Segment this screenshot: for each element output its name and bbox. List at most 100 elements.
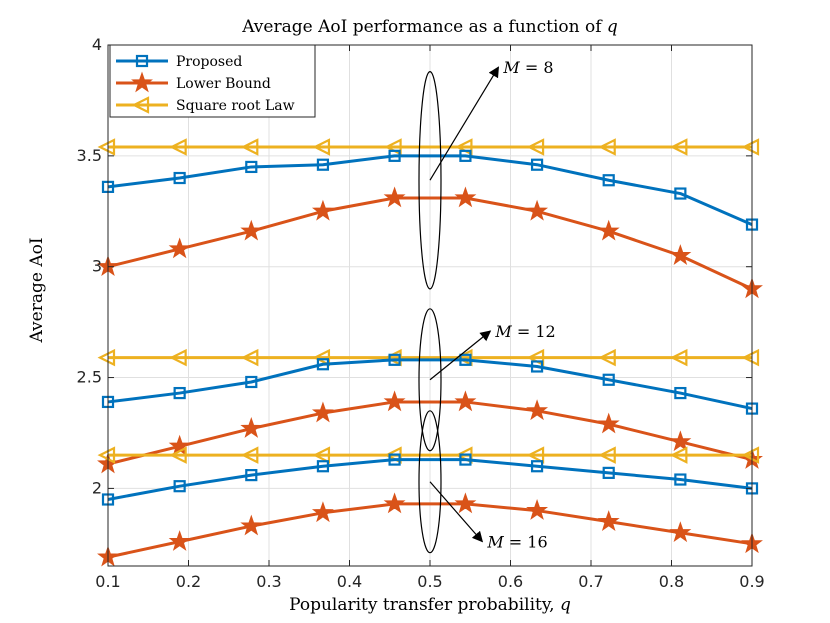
data-point	[173, 480, 186, 493]
y-tick-label: 3	[92, 257, 102, 276]
legend-entry: Square root Law	[116, 96, 295, 114]
data-point	[245, 160, 258, 174]
data-point	[97, 348, 116, 367]
data-point	[669, 138, 688, 156]
annotation-m12: M = 12	[418, 308, 556, 452]
annotation-label: M = 8	[502, 58, 553, 77]
data-point	[97, 138, 116, 156]
data-point	[245, 469, 258, 482]
data-point	[383, 492, 406, 514]
data-point	[311, 501, 334, 523]
data-point	[245, 375, 258, 389]
annotation-m8: M = 8	[418, 58, 554, 290]
annotations: M = 8M = 12M = 16	[418, 58, 556, 554]
chart-title-variable: q	[607, 17, 618, 37]
x-tick-label: 0.9	[739, 572, 764, 591]
series-line	[107, 154, 753, 226]
legend-marker	[131, 71, 153, 93]
data-point	[312, 348, 331, 367]
data-point	[459, 149, 472, 162]
series-line	[107, 196, 753, 291]
series-line	[107, 358, 753, 411]
data-point	[598, 348, 616, 367]
data-point	[316, 158, 330, 171]
x-axis-label-variable: q	[560, 595, 571, 615]
x-tick-label: 0.8	[659, 572, 684, 591]
data-point	[168, 530, 191, 551]
series-square-root-law-M8	[97, 138, 760, 156]
data-point	[597, 219, 620, 241]
axis-ticks: 0.1 0.2 0.3 0.4 0.5 0.6 0.7 0.8 0.9 2 2.5 3 3.5 4	[77, 35, 765, 591]
data-point	[597, 510, 620, 531]
data-point	[669, 446, 688, 464]
data-point	[669, 521, 692, 543]
x-tick-label: 0.2	[176, 572, 201, 591]
data-point	[312, 138, 331, 156]
data-point	[598, 138, 616, 156]
annotation-value: 12	[535, 322, 555, 341]
data-point	[168, 237, 191, 259]
data-point	[169, 348, 187, 367]
data-point	[669, 348, 688, 367]
legend-label: Proposed	[176, 54, 242, 70]
data-point	[169, 138, 187, 156]
data-point	[741, 138, 760, 156]
data-point	[97, 446, 116, 464]
annotation-value: 16	[527, 533, 547, 552]
data-point	[240, 219, 263, 241]
x-tick-label: 0.4	[337, 572, 362, 591]
data-point	[454, 492, 477, 514]
legend: Proposed Lower Bound Square root Law	[109, 44, 316, 118]
x-tick-label: 0.6	[498, 572, 523, 591]
data-point	[526, 446, 545, 464]
data-point	[674, 386, 687, 400]
annotation-prefix: M =	[502, 58, 543, 77]
legend-marker	[131, 96, 150, 114]
data-point	[383, 186, 406, 208]
data-point	[669, 430, 692, 452]
x-axis-label: Popularity transfer probability, q	[289, 595, 571, 615]
data-point	[169, 446, 187, 464]
data-point	[526, 138, 545, 156]
data-point	[669, 244, 692, 265]
x-tick-label: 0.3	[256, 572, 281, 591]
data-point	[316, 358, 330, 371]
series-line	[107, 458, 753, 501]
y-tick-label: 2.5	[77, 368, 102, 387]
data-point	[741, 348, 760, 367]
data-point	[741, 446, 760, 464]
data-point	[598, 446, 616, 464]
annotation-prefix: M =	[486, 533, 527, 552]
data-point	[459, 353, 472, 366]
annotation-ellipse	[418, 308, 442, 452]
data-point	[240, 446, 259, 464]
x-axis-label-text: Popularity transfer probability,	[289, 595, 560, 615]
data-point	[316, 460, 330, 473]
annotation-label: M = 16	[486, 533, 547, 552]
data-point	[383, 390, 406, 412]
series-line	[107, 502, 753, 559]
x-tick-label: 0.5	[417, 572, 442, 591]
data-point	[530, 460, 544, 473]
data-point	[240, 514, 263, 536]
annotation-label: M = 12	[494, 322, 555, 341]
annotation-ellipse	[418, 71, 442, 290]
data-point	[388, 453, 401, 466]
data-point	[530, 158, 544, 171]
annotation-m16: M = 16	[418, 410, 548, 554]
data-point	[674, 187, 687, 200]
data-point	[454, 186, 477, 208]
data-point	[526, 499, 549, 520]
legend-marker	[135, 54, 149, 68]
chart-title: Average AoI performance as a function of…	[241, 17, 618, 37]
data-point	[526, 199, 549, 221]
x-tick-label: 0.7	[578, 572, 603, 591]
series-line	[107, 400, 753, 466]
annotation-prefix: M =	[494, 322, 535, 341]
legend-entry: Lower Bound	[116, 71, 271, 93]
data-point	[459, 453, 472, 466]
data-point	[602, 466, 615, 479]
data-point	[526, 399, 549, 421]
data-point	[240, 138, 259, 156]
